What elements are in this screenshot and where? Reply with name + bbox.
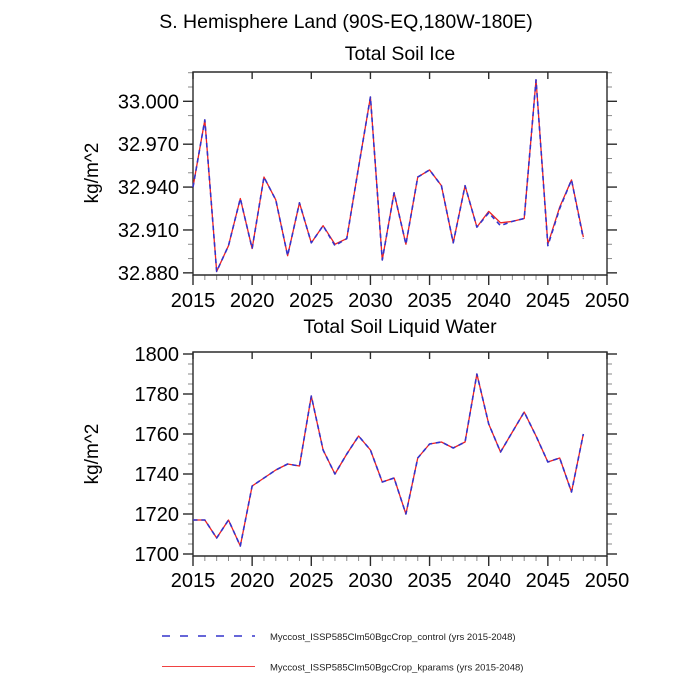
chart1-y-axis-label: kg/m^2 <box>82 143 103 204</box>
chart1-x-tick-label: 2045 <box>526 290 571 312</box>
chart2-plot-area: 2015 2020 2025 2030 2035 2040 2045 2050 1700 1720… <box>135 344 630 592</box>
chart1-x-tick-label: 2040 <box>466 290 511 312</box>
chart2-x-tick-label: 2015 <box>171 570 216 592</box>
chart1-x-tick-label: 2050 <box>585 290 630 312</box>
chart2-y-tick-label: 1720 <box>135 504 180 526</box>
chart1-frame <box>192 71 608 276</box>
chart2-title: Total Soil Liquid Water <box>303 316 497 338</box>
chart2-y-tick-label: 1780 <box>135 384 180 406</box>
main-title: S. Hemisphere Land (90S-EQ,180W-180E) <box>159 11 533 33</box>
chart2-x-tick-label: 2035 <box>407 570 452 592</box>
chart1-x-tick-label: 2035 <box>407 290 452 312</box>
chart2-x-tick-label: 2045 <box>526 570 571 592</box>
legend: Myccost_ISSP585Clm50BgcCrop_control (yrs… <box>162 632 523 674</box>
chart2-x-tick-label: 2040 <box>466 570 511 592</box>
chart2-x-tick-label: 2050 <box>585 570 630 592</box>
legend-label-control: Myccost_ISSP585Clm50BgcCrop_control (yrs… <box>270 632 516 643</box>
chart2-x-tick-label: 2025 <box>289 570 334 592</box>
chart1-x-tick-label: 2030 <box>348 290 393 312</box>
chart1-plot-area: 2015 2020 2025 2030 2035 2040 2045 2050 32.880 32… <box>118 71 630 312</box>
chart2-y-tick-label: 1740 <box>135 464 180 486</box>
chart1-series-control-line <box>192 79 585 273</box>
chart2-frame <box>192 351 608 557</box>
chart2-y-tick-label: 1700 <box>135 544 180 566</box>
chart1-y-tick-label: 32.910 <box>118 220 179 242</box>
chart2-y-tick-label: 1760 <box>135 424 180 446</box>
chart2-series-control-line <box>193 373 585 547</box>
chart2-y-tick-label: 1800 <box>135 344 180 366</box>
chart2-series-kparams-line <box>193 373 584 547</box>
chart2-y-axis-label: kg/m^2 <box>82 424 103 485</box>
chart1-x-tick-label: 2025 <box>289 290 334 312</box>
chart1-x-tick-label: 2015 <box>171 290 216 312</box>
chart1-x-tick-label: 2020 <box>230 290 275 312</box>
chart1-title: Total Soil Ice <box>345 43 456 65</box>
chart2-x-tick-label: 2030 <box>348 570 393 592</box>
chart1-y-tick-label: 32.970 <box>118 134 179 156</box>
chart1-y-tick-label: 32.940 <box>118 177 179 199</box>
chart1-y-tick-label: 32.880 <box>118 263 179 285</box>
legend-label-kparams: Myccost_ISSP585Clm50BgcCrop_kparams (yrs… <box>270 663 523 674</box>
chart1-y-tick-label: 33.000 <box>118 91 179 113</box>
chart2-x-tick-label: 2020 <box>230 570 275 592</box>
